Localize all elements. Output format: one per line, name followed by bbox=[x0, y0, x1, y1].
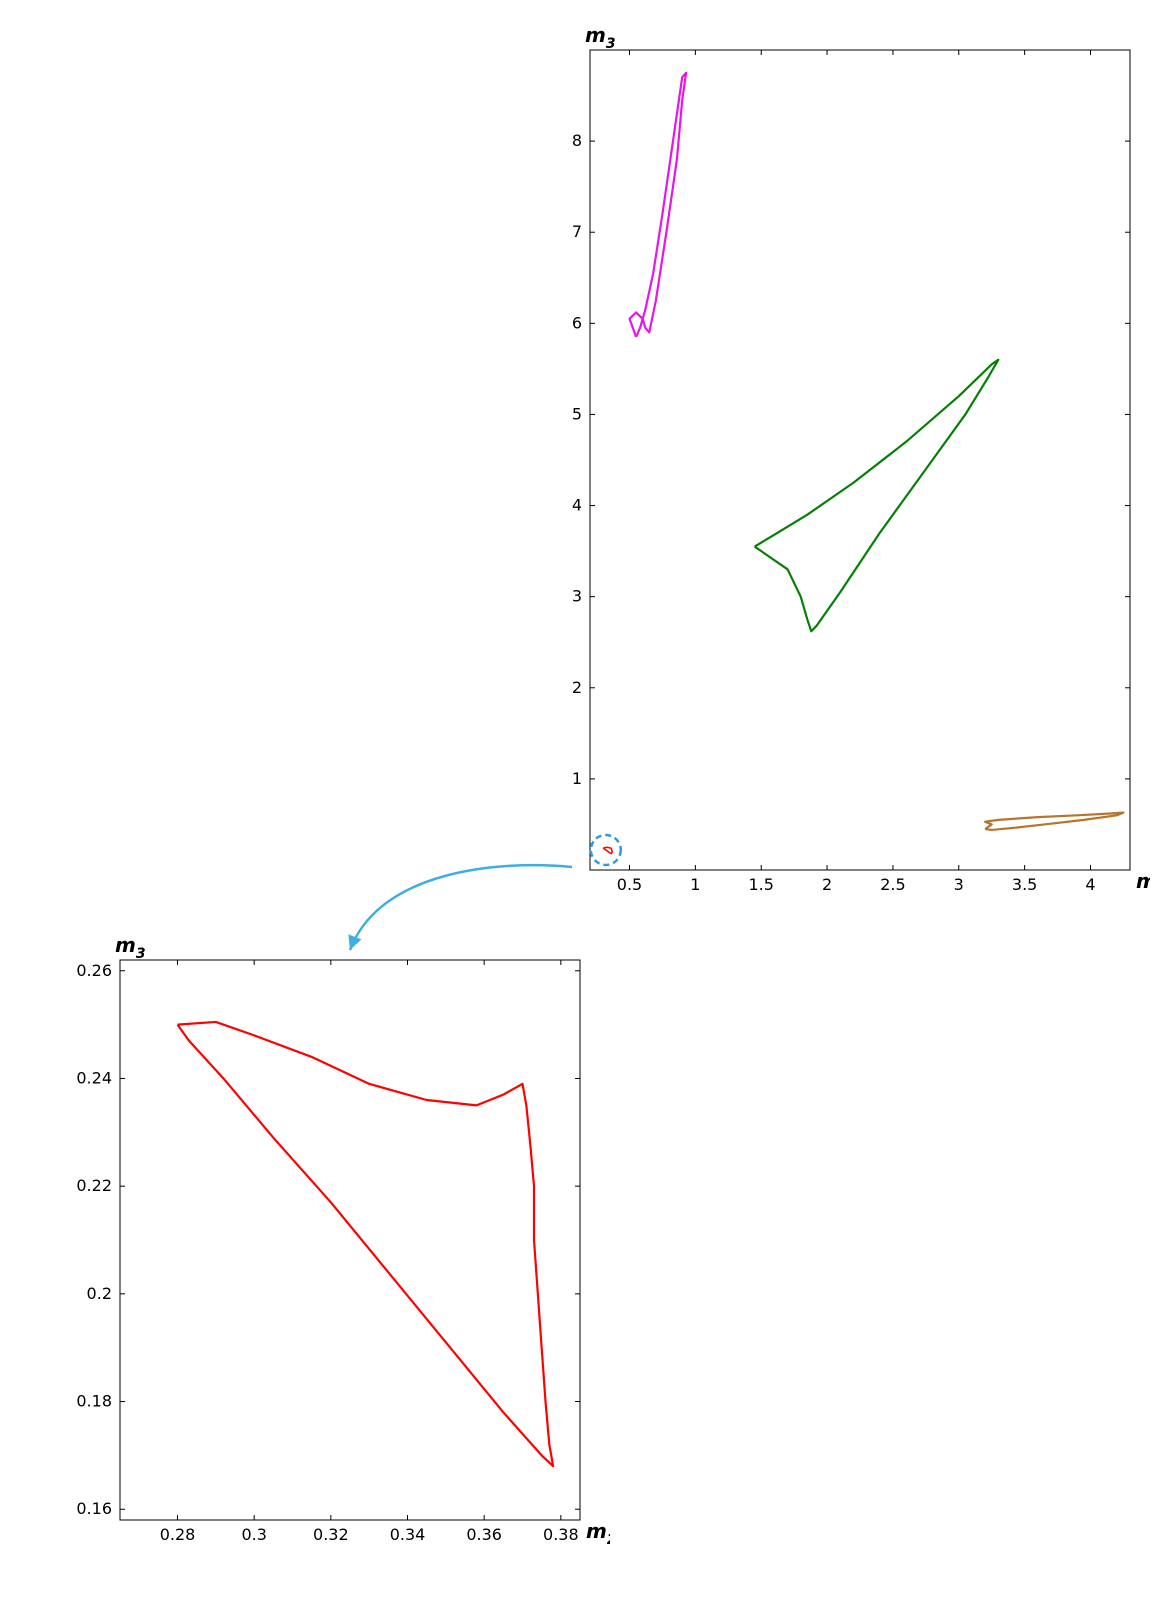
x-tick-label: 0.28 bbox=[160, 1525, 196, 1544]
y-tick-label: 5 bbox=[572, 404, 582, 423]
x-tick-label: 0.3 bbox=[241, 1525, 266, 1544]
bottom-chart-inset: 0.28 0.3 0.32 0.34 0.36 0.38 0.16 0.18 0.2 0.22 0.… bbox=[50, 930, 610, 1570]
top-chart: 0.5 1 1.5 2 2.5 3 3.5 4 1 2 3 4 5 6 7 8 m3 m2 bbox=[530, 20, 1150, 900]
y-tick-label: 8 bbox=[572, 131, 582, 150]
y-tick-label: 7 bbox=[572, 222, 582, 241]
y-tick-label: 6 bbox=[572, 313, 582, 332]
x-axis-label: m2 bbox=[1136, 869, 1150, 898]
x-axis-label: m2 bbox=[586, 1519, 610, 1548]
y-tick-label: 0.24 bbox=[76, 1068, 112, 1087]
x-tick-label: 0.38 bbox=[543, 1525, 579, 1544]
x-tick-label: 2 bbox=[822, 875, 832, 894]
x-tick-label: 3 bbox=[954, 875, 964, 894]
y-axis-label: m3 bbox=[115, 933, 146, 962]
x-tick-label: 0.34 bbox=[390, 1525, 426, 1544]
y-tick-label: 0.2 bbox=[87, 1284, 112, 1303]
y-tick-label: 0.18 bbox=[76, 1392, 112, 1411]
y-axis-label: m3 bbox=[585, 23, 616, 52]
x-tick-label: 4 bbox=[1085, 875, 1095, 894]
y-tick-label: 3 bbox=[572, 587, 582, 606]
x-tick-label: 0.32 bbox=[313, 1525, 349, 1544]
x-tick-label: 0.36 bbox=[466, 1525, 502, 1544]
y-tick-label: 0.26 bbox=[76, 961, 112, 980]
y-tick-label: 2 bbox=[572, 678, 582, 697]
x-tick-label: 2.5 bbox=[880, 875, 905, 894]
x-tick-label: 1 bbox=[690, 875, 700, 894]
x-tick-label: 1.5 bbox=[748, 875, 773, 894]
y-tick-label: 0.16 bbox=[76, 1499, 112, 1518]
x-tick-label: 0.5 bbox=[617, 875, 642, 894]
y-tick-label: 1 bbox=[572, 769, 582, 788]
x-tick-label: 3.5 bbox=[1012, 875, 1037, 894]
y-tick-label: 0.22 bbox=[76, 1176, 112, 1195]
y-tick-label: 4 bbox=[572, 496, 582, 515]
